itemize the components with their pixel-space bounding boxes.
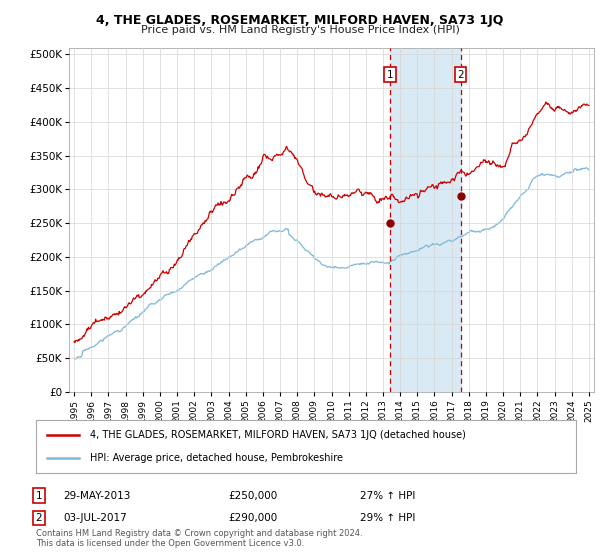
Text: 27% ↑ HPI: 27% ↑ HPI [360,491,415,501]
Text: £250,000: £250,000 [228,491,277,501]
Text: Price paid vs. HM Land Registry's House Price Index (HPI): Price paid vs. HM Land Registry's House … [140,25,460,35]
Text: 1: 1 [386,69,394,80]
Text: Contains HM Land Registry data © Crown copyright and database right 2024.
This d: Contains HM Land Registry data © Crown c… [36,529,362,548]
Text: 2: 2 [457,69,464,80]
Text: 03-JUL-2017: 03-JUL-2017 [63,513,127,523]
Text: 29-MAY-2013: 29-MAY-2013 [63,491,130,501]
Text: 2: 2 [35,513,43,523]
Text: 29% ↑ HPI: 29% ↑ HPI [360,513,415,523]
Text: 1: 1 [35,491,43,501]
Text: HPI: Average price, detached house, Pembrokeshire: HPI: Average price, detached house, Pemb… [90,453,343,463]
Text: £290,000: £290,000 [228,513,277,523]
Bar [390,48,461,392]
Text: 4, THE GLADES, ROSEMARKET, MILFORD HAVEN, SA73 1JQ: 4, THE GLADES, ROSEMARKET, MILFORD HAVEN… [97,14,503,27]
Text: 4, THE GLADES, ROSEMARKET, MILFORD HAVEN, SA73 1JQ (detached house): 4, THE GLADES, ROSEMARKET, MILFORD HAVEN… [90,430,466,440]
